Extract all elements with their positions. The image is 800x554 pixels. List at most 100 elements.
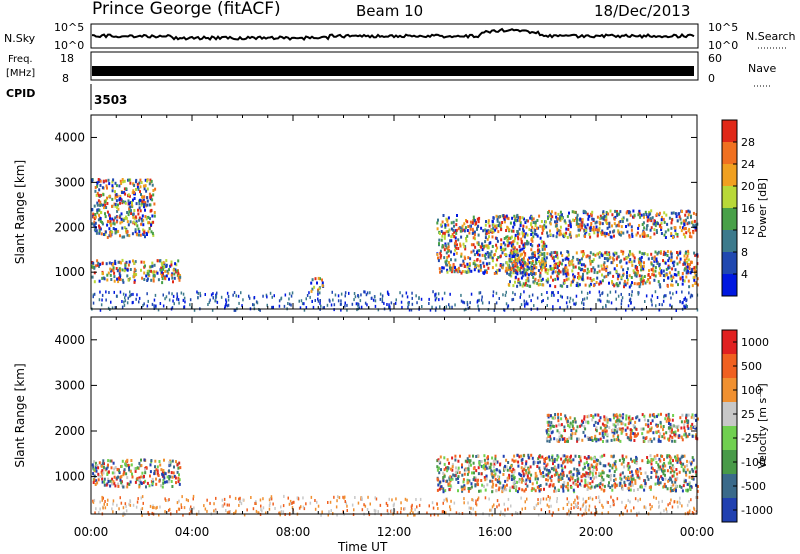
heatmap-cell [606, 474, 609, 478]
heatmap-cell [548, 458, 551, 462]
heatmap-cell [455, 223, 458, 227]
heatmap-cell [676, 472, 679, 476]
heatmap-cell [545, 437, 548, 441]
heatmap-cell [630, 457, 632, 461]
heatmap-cell [156, 259, 159, 263]
heatmap-cell [616, 428, 619, 432]
heatmap-cell [126, 476, 129, 480]
heatmap-cell [91, 463, 94, 467]
heatmap-cell [568, 509, 570, 513]
heatmap-cell [459, 242, 462, 246]
heatmap-cell [691, 294, 694, 298]
heatmap-cell [148, 269, 151, 273]
heatmap-cell [676, 251, 678, 254]
heatmap-cell [113, 222, 116, 226]
heatmap-cell [561, 472, 564, 476]
heatmap-cell [368, 513, 371, 517]
heatmap-cell [151, 506, 154, 510]
heatmap-cell [444, 260, 447, 264]
heatmap-cell [467, 489, 470, 493]
heatmap-cell [616, 497, 619, 501]
heatmap-cell [526, 242, 529, 246]
heatmap-cell [631, 290, 633, 294]
heatmap-cell [123, 469, 126, 473]
heatmap-cell [579, 456, 582, 460]
heatmap-cell [169, 475, 172, 479]
heatmap-cell [495, 263, 498, 267]
heatmap-cell [597, 298, 599, 302]
heatmap-cell [448, 228, 451, 232]
heatmap-cell [601, 454, 604, 458]
heatmap-cell [584, 434, 587, 438]
heatmap-cell [503, 308, 505, 312]
heatmap-cell [118, 272, 121, 276]
heatmap-cell [468, 506, 470, 510]
heatmap-cell [674, 480, 677, 484]
heatmap-cell [688, 432, 691, 436]
heatmap-cell [474, 245, 477, 249]
heatmap-cell [522, 472, 525, 476]
heatmap-cell [446, 268, 449, 272]
heatmap-cell [606, 433, 609, 437]
heatmap-cell [438, 298, 440, 302]
heatmap-cell [502, 473, 505, 476]
heatmap-cell [126, 458, 129, 462]
heatmap-cell [662, 217, 665, 221]
heatmap-cell [283, 304, 286, 308]
heatmap-cell [109, 479, 112, 483]
heatmap-cell [598, 228, 601, 232]
heatmap-cell [183, 506, 186, 510]
heatmap-cell [334, 293, 337, 297]
heatmap-cell [262, 294, 264, 298]
heatmap-cell [557, 272, 560, 276]
heatmap-cell [599, 217, 602, 220]
heatmap-cell [564, 414, 567, 418]
heatmap-cell [571, 210, 574, 214]
heatmap-cell [457, 270, 460, 274]
heatmap-cell [659, 267, 661, 271]
heatmap-cell [110, 269, 113, 273]
heatmap-cell [165, 259, 168, 263]
heatmap-cell [482, 229, 485, 233]
heatmap-cell [674, 430, 677, 434]
heatmap-cell [541, 227, 544, 231]
heatmap-cell [531, 260, 534, 263]
heatmap-cell [511, 251, 514, 255]
heatmap-cell [593, 465, 595, 469]
heatmap-cell [463, 264, 466, 268]
heatmap-cell [303, 507, 306, 511]
heatmap-cell [282, 510, 285, 514]
heatmap-cell [488, 513, 490, 517]
heatmap-cell [683, 480, 686, 484]
heatmap-cell [431, 305, 433, 309]
heatmap-cell [476, 227, 478, 231]
heatmap-cell [620, 431, 623, 435]
heatmap-cell [265, 511, 267, 515]
heatmap-cell [314, 299, 316, 302]
heatmap-cell [484, 254, 486, 258]
heatmap-cell [126, 463, 129, 467]
heatmap-cell [601, 503, 603, 507]
heatmap-cell [261, 509, 263, 513]
heatmap-cell [524, 273, 527, 277]
heatmap-cell [618, 513, 621, 517]
heatmap-cell [506, 263, 509, 267]
heatmap-cell [168, 277, 170, 281]
heatmap-cell [534, 221, 537, 225]
heatmap-cell [545, 429, 548, 433]
heatmap-cell [436, 468, 439, 472]
heatmap-cell [415, 498, 417, 501]
heatmap-cell [691, 468, 694, 472]
heatmap-cell [514, 249, 517, 253]
heatmap-cell [599, 499, 601, 503]
heatmap-cell [585, 420, 587, 424]
heatmap-cell [686, 503, 689, 507]
heatmap-cell [365, 293, 368, 297]
heatmap-cell [472, 262, 475, 266]
heatmap-cell [283, 494, 285, 498]
heatmap-cell [683, 279, 686, 283]
heatmap-cell [659, 251, 662, 255]
heatmap-cell [408, 302, 410, 306]
heatmap-cell [634, 420, 637, 424]
heatmap-cell [269, 497, 272, 500]
